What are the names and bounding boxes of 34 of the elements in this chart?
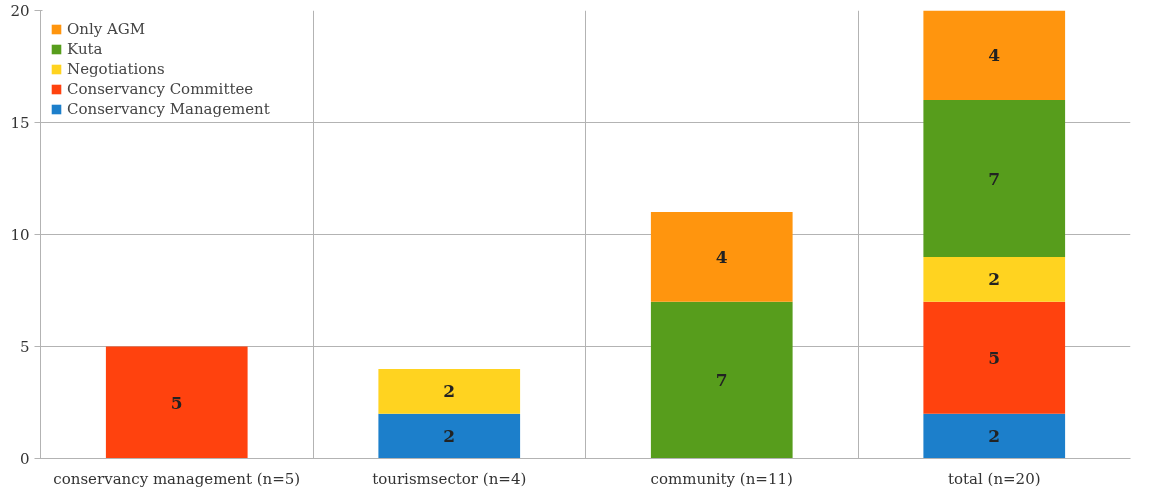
bar xyxy=(923,301,1066,414)
data-label: 2 xyxy=(988,426,1001,447)
legend-label: Conservancy Committee xyxy=(67,80,254,98)
x-tick-label: total (n=20) xyxy=(947,469,1041,488)
bar xyxy=(378,368,521,414)
legend-label: Negotiations xyxy=(67,60,165,78)
legend-label: Conservancy Management xyxy=(67,100,270,118)
bar xyxy=(650,301,793,459)
data-label: 2 xyxy=(443,426,456,447)
bar xyxy=(105,346,248,459)
y-tick-label: 20 xyxy=(10,2,30,20)
data-label: 5 xyxy=(170,392,183,413)
legend-label: Kuta xyxy=(67,40,103,58)
data-label: 7 xyxy=(988,168,1001,189)
y-tick-label: 5 xyxy=(19,338,30,356)
data-label: 2 xyxy=(443,381,456,402)
x-tick-label: conservancy management (n=5) xyxy=(53,469,301,488)
bar xyxy=(378,413,521,459)
x-tick-label: community (n=11) xyxy=(650,469,793,488)
bar xyxy=(923,256,1066,302)
x-tick-label: tourismsector (n=4) xyxy=(372,469,527,488)
bar xyxy=(923,413,1066,459)
y-tick-label: 0 xyxy=(19,450,30,468)
data-label: 2 xyxy=(988,269,1001,290)
data-label: 5 xyxy=(988,347,1001,368)
y-tick-label: 15 xyxy=(10,114,30,132)
bar xyxy=(923,100,1066,257)
data-label: 4 xyxy=(715,246,728,267)
bar xyxy=(650,212,793,302)
bar xyxy=(923,10,1066,101)
legend-label: Only AGM xyxy=(67,20,146,38)
data-label: 4 xyxy=(988,45,1001,66)
data-label: 7 xyxy=(715,370,728,391)
y-tick-label: 10 xyxy=(10,226,30,244)
